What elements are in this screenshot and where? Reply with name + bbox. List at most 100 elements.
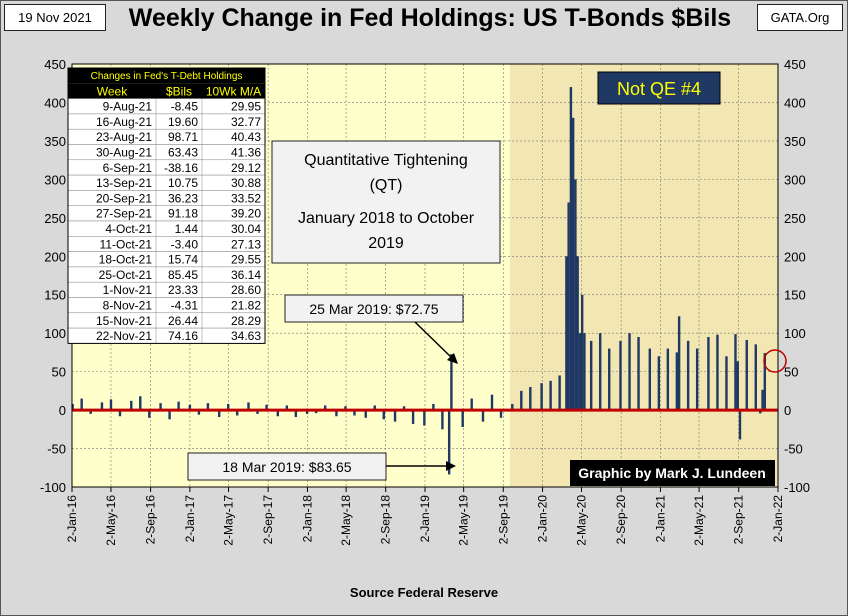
y-tick-label-right: 400: [784, 95, 806, 110]
table-cell: 30.04: [231, 222, 261, 236]
bar: [736, 361, 739, 411]
bar: [470, 398, 473, 411]
bar: [738, 410, 742, 440]
qt-text-line: January 2018 to October: [298, 210, 475, 227]
bar: [206, 403, 210, 411]
table-cell: 74.16: [168, 329, 198, 343]
x-tick-label: 2-Jan-21: [653, 495, 667, 543]
table-cell: 22-Nov-21: [96, 329, 152, 343]
bar: [109, 399, 113, 411]
bar: [148, 410, 151, 418]
table-column-header: 10Wk M/A: [206, 84, 261, 98]
bar: [675, 352, 679, 411]
credit-box: [570, 460, 775, 486]
table-cell: 32.77: [231, 115, 261, 129]
x-tick-label: 2-May-21: [692, 495, 706, 546]
y-tick-label-left: -50: [47, 442, 66, 457]
table-cell: 29.55: [231, 253, 261, 267]
x-tick-label: 2-Jan-22: [771, 495, 785, 543]
table-cell: 19.60: [168, 115, 198, 129]
y-tick-label-left: 400: [44, 95, 66, 110]
bar: [461, 410, 464, 428]
bar: [490, 394, 494, 411]
bar: [100, 402, 104, 411]
shaded-region: [510, 64, 778, 487]
bar: [364, 410, 367, 418]
x-tick-label: 2-Sep-21: [732, 495, 746, 545]
bar: [608, 348, 611, 411]
x-tick-label: 2-Sep-19: [496, 495, 510, 545]
x-tick-label: 2-May-17: [222, 495, 236, 546]
y-tick-label-left: 200: [44, 249, 66, 264]
bar: [236, 410, 239, 416]
x-tick-label: 2-Jan-19: [418, 495, 432, 543]
table-cell: 25-Oct-21: [99, 268, 153, 282]
bar: [265, 404, 268, 411]
bar: [197, 410, 201, 415]
x-tick-label: 2-May-18: [339, 495, 353, 546]
bar: [450, 354, 453, 411]
bar: [558, 375, 561, 411]
bar: [432, 403, 435, 411]
y-tick-label-left: 250: [44, 211, 66, 226]
table-column-header: $Bils: [166, 84, 192, 98]
bar: [335, 410, 338, 417]
table-cell: 30.88: [231, 176, 261, 190]
bar: [80, 398, 83, 411]
qt-text-line: (QT): [370, 177, 403, 194]
y-tick-label-right: 100: [784, 326, 806, 341]
bar: [571, 117, 575, 411]
mar25-arrow-line: [414, 321, 455, 361]
bar: [529, 387, 532, 411]
table-cell: 6-Sep-21: [103, 161, 153, 175]
table-cell: 9-Aug-21: [103, 100, 153, 114]
table-cell: -8.45: [171, 100, 199, 114]
mar25-arrow-head: [447, 353, 458, 364]
mar18-label: 18 Mar 2019: $83.65: [222, 459, 351, 475]
table-cell: 1.44: [175, 222, 199, 236]
bar: [247, 402, 250, 411]
table-cell: 29.95: [231, 100, 261, 114]
table-cell: 98.71: [168, 130, 198, 144]
x-tick-label: 2-May-19: [457, 495, 471, 546]
bar: [314, 410, 318, 414]
qt-box: [271, 140, 501, 264]
bar: [118, 410, 122, 417]
bar: [589, 340, 593, 411]
qt-text-line: 2019: [368, 235, 404, 252]
bar: [567, 202, 570, 411]
bar: [168, 410, 171, 420]
bar: [382, 410, 385, 420]
bar: [305, 410, 309, 414]
bar: [734, 334, 737, 411]
bar: [130, 400, 133, 411]
table-cell: 27.13: [231, 237, 261, 251]
bar: [520, 390, 523, 411]
bar: [411, 410, 415, 424]
table-cell: 30-Aug-21: [96, 146, 152, 160]
table-cell: 27-Sep-21: [96, 207, 152, 221]
table-cell: 23-Aug-21: [96, 130, 152, 144]
y-tick-label-right: 200: [784, 249, 806, 264]
bar: [707, 337, 710, 411]
bar: [754, 344, 757, 411]
mar18-arrow-head: [446, 461, 456, 471]
bar: [583, 333, 586, 411]
table-cell: 20-Sep-21: [96, 191, 152, 205]
bar: [576, 256, 579, 411]
bar: [578, 333, 582, 411]
bar: [549, 380, 552, 411]
bar: [393, 410, 397, 422]
bar: [256, 410, 259, 414]
bar: [323, 405, 327, 411]
y-tick-label-left: 300: [44, 172, 66, 187]
table-cell: 18-Oct-21: [99, 253, 153, 267]
table-column-header: Week: [97, 84, 128, 98]
credit-label: Graphic by Mark J. Lundeen: [578, 465, 766, 481]
bar: [648, 348, 652, 411]
table-header-bg: [68, 83, 265, 99]
bar: [344, 406, 347, 411]
bar: [725, 356, 728, 411]
table-cell: 8-Nov-21: [103, 299, 153, 313]
